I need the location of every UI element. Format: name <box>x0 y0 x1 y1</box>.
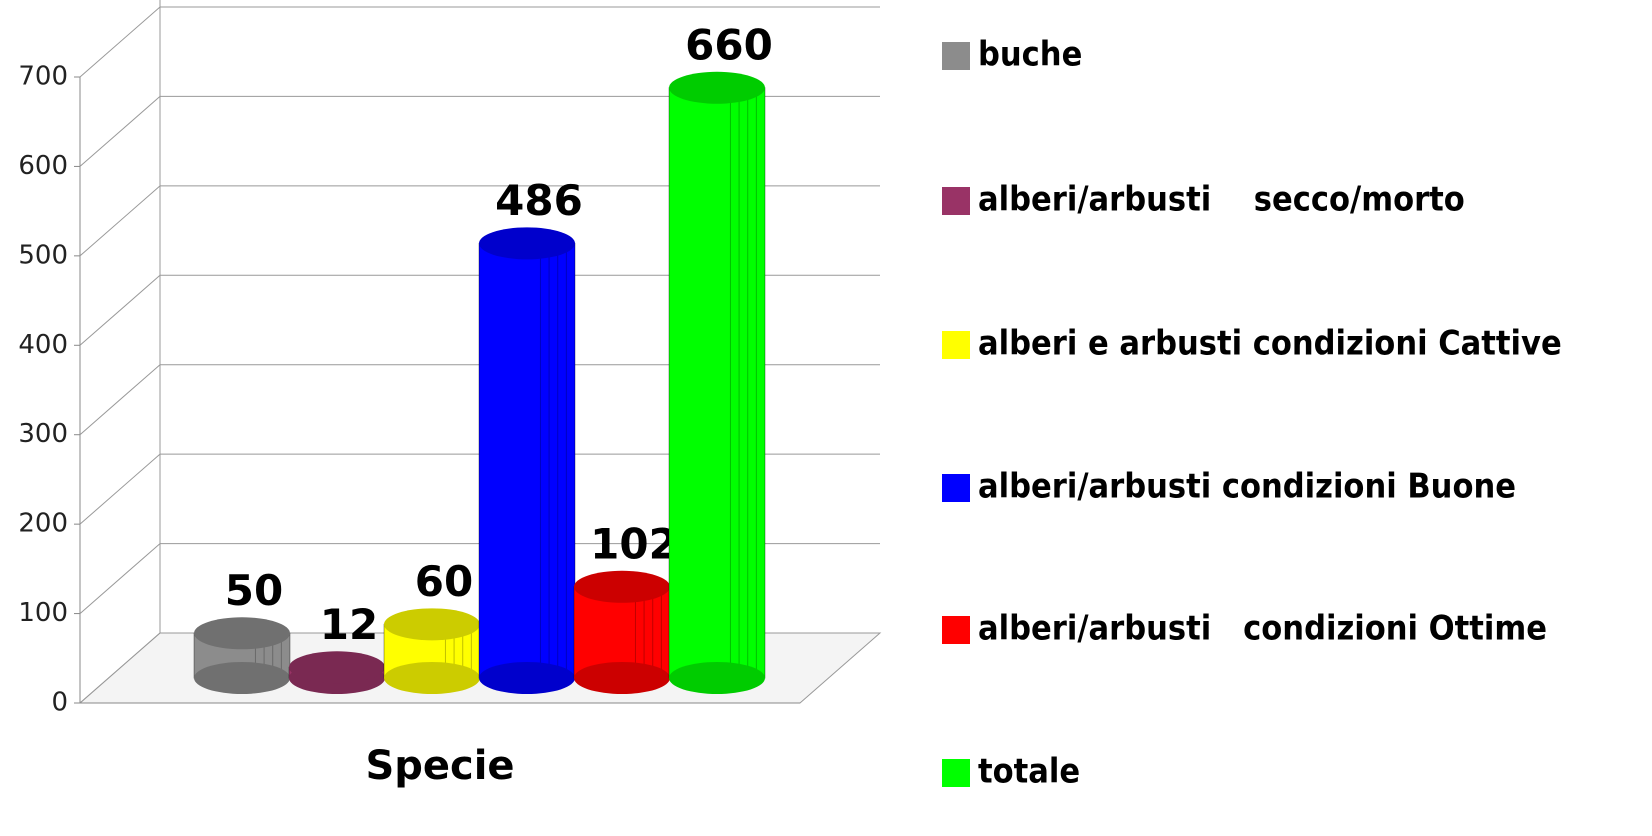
bar <box>478 242 576 679</box>
y-tick-label: 600 <box>18 151 68 181</box>
grid-line <box>79 364 880 436</box>
legend-swatch <box>942 331 970 359</box>
legend-label: alberi/arbusti secco/morto <box>978 180 1465 220</box>
data-label: 486 <box>495 176 583 225</box>
legend-label: alberi e arbusti condizioni Cattive <box>978 324 1562 364</box>
data-label: 102 <box>590 519 678 568</box>
y-tick-label: 0 <box>51 688 68 718</box>
y-tick-label: 700 <box>18 62 68 92</box>
grid-line <box>79 95 880 167</box>
legend-swatch <box>942 474 970 502</box>
bar-bottom <box>194 662 290 694</box>
y-tick-label: 400 <box>18 330 68 360</box>
category-label: Specie <box>365 743 514 789</box>
data-label: 12 <box>320 600 378 649</box>
bar-bottom <box>574 662 670 694</box>
grid-line <box>79 453 880 525</box>
data-label: 50 <box>225 566 283 615</box>
grid-line <box>79 274 880 346</box>
y-tick-label: 500 <box>18 240 68 270</box>
bar-bottom <box>384 662 480 694</box>
bar-top <box>669 71 765 104</box>
bar-top <box>384 608 480 641</box>
data-label: 60 <box>415 557 473 606</box>
bar-bottom <box>479 662 575 694</box>
bar-top <box>194 617 290 650</box>
y-tick-label: 300 <box>18 419 68 449</box>
bar-top <box>574 570 670 603</box>
y-tick-label: 200 <box>18 509 68 539</box>
legend-label: totale <box>978 752 1080 792</box>
grid-line <box>79 543 880 614</box>
legend-swatch <box>942 616 970 644</box>
bar-top <box>289 651 385 684</box>
bar <box>668 87 766 679</box>
legend-swatch <box>942 42 970 70</box>
legend-label: buche <box>978 35 1082 75</box>
legend-label: alberi/arbusti condizioni Ottime <box>978 609 1547 649</box>
bar-top <box>479 227 575 260</box>
data-label: 660 <box>685 20 773 69</box>
legend-swatch <box>942 759 970 787</box>
legend-label: alberi/arbusti condizioni Buone <box>978 467 1516 507</box>
legend-swatch <box>942 187 970 215</box>
grid-line <box>79 6 880 78</box>
y-tick-label: 100 <box>18 598 68 628</box>
bar-bottom <box>669 662 765 694</box>
grid-line <box>79 185 880 257</box>
